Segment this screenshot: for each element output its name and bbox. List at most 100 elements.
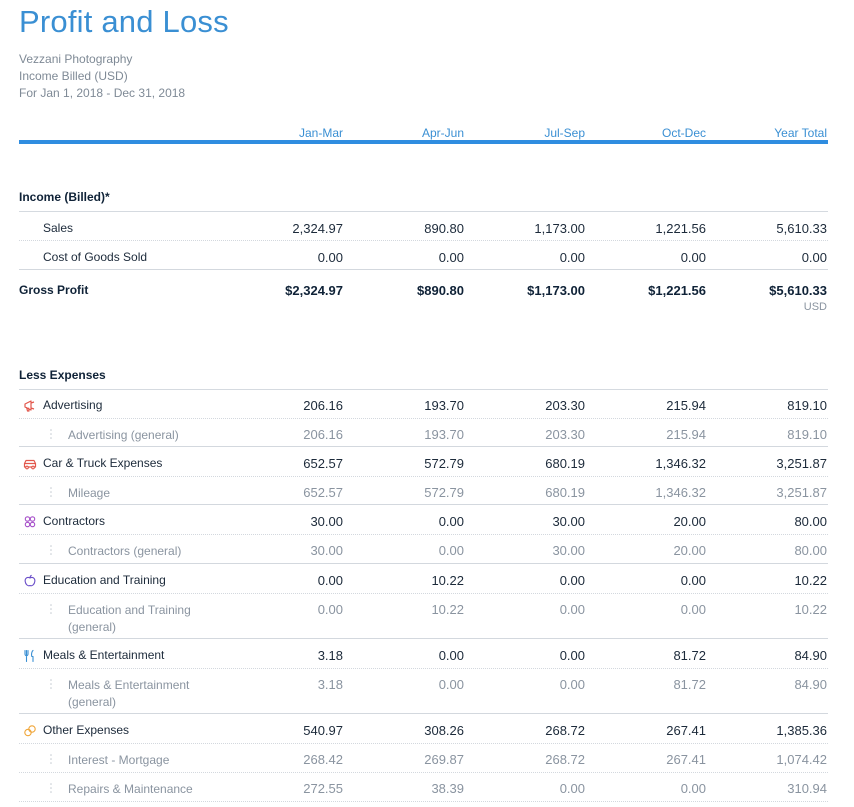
row-label: Contractors [43,514,106,528]
row-label: Meals & Entertainment (general) [68,677,189,711]
cell-q2: 38.39 [431,781,464,796]
cell-q2: 0.00 [438,543,464,558]
row-divider [19,638,828,639]
cell-q3: 680.19 [545,456,585,471]
cell-q4: 0.00 [680,781,706,796]
row-label: Advertising (general) [68,428,179,442]
report-period: For Jan 1, 2018 - Dec 31, 2018 [19,86,186,100]
cell-q2: 0.00 [438,514,464,529]
cell-q2: 10.22 [431,573,464,588]
cell-q4: $1,221.56 [648,283,706,298]
row-label: Sales [43,221,74,235]
cell-q1: 206.16 [303,427,343,442]
cell-q2: 890.80 [424,221,464,236]
cell-q3: 0.00 [559,677,585,692]
cell-q2: 10.22 [431,602,464,617]
cell-q3: 203.30 [545,427,585,442]
cell-q2: 308.26 [424,723,464,738]
cell-q1: 0.00 [317,250,343,265]
header-divider [19,140,828,144]
column-header-q1[interactable]: Jan-Mar [298,126,343,140]
page-title: Profit and Loss [19,4,229,39]
row-divider [19,713,828,714]
row-divider [19,563,828,564]
cell-q4: 81.72 [673,677,706,692]
cell-q1: 30.00 [310,514,343,529]
fork-knife-icon [24,649,34,663]
drag-handle-icon [50,487,52,497]
cell-year-total: 0.00 [801,250,827,265]
cell-year-total: 10.22 [794,573,827,588]
cell-q2: 193.70 [424,398,464,413]
cell-year-total: 84.90 [794,677,827,692]
cell-year-total: 3,251.87 [776,456,827,471]
gross-profit-label: Gross Profit [19,283,89,297]
row-label: Interest - Mortgage [68,753,170,767]
column-header-q4[interactable]: Oct-Dec [661,126,706,140]
row-label: Repairs & Maintenance [68,782,193,796]
megaphone-icon [24,400,35,412]
drag-handle-icon [50,604,52,614]
cell-q3: 268.72 [545,723,585,738]
cell-q4: 20.00 [673,543,706,558]
cell-year-total: $5,610.33 [769,283,827,298]
cell-q3: 30.00 [552,543,585,558]
row-label: Contractors (general) [68,544,182,558]
cell-q1: 206.16 [303,398,343,413]
cell-q2: 0.00 [438,648,464,663]
column-header-q3[interactable]: Jul-Sep [544,126,585,140]
cell-year-total: 80.00 [794,543,827,558]
cell-q3: 0.00 [559,648,585,663]
cell-q4: 215.94 [666,427,706,442]
cell-q4: 20.00 [673,514,706,529]
cell-year-total: 1,385.36 [776,723,827,738]
cell-q4: 1,221.56 [655,221,706,236]
cell-q1: 540.97 [303,723,343,738]
row-divider [19,269,828,270]
row-divider [19,446,828,447]
cell-q3: 0.00 [559,250,585,265]
row-divider [19,240,828,241]
row-label: Education and Training [43,573,166,587]
cell-q3: $1,173.00 [527,283,585,298]
drag-handle-icon [50,429,52,439]
apple-icon [24,574,36,587]
cell-q2: 0.00 [438,677,464,692]
cell-q4: 1,346.32 [655,485,706,500]
row-divider [19,668,828,669]
cell-q1: $2,324.97 [285,283,343,298]
row-divider [19,593,828,594]
income-section-title: Income (Billed)* [19,190,110,204]
people-icon [24,516,36,528]
cell-q1: 268.42 [303,752,343,767]
cell-q2: $890.80 [417,283,464,298]
expenses-section-title: Less Expenses [19,368,106,382]
column-header-year-total[interactable]: Year Total [774,126,827,140]
cell-q3: 1,173.00 [534,221,585,236]
cell-q2: 193.70 [424,427,464,442]
drag-handle-icon [50,545,52,555]
cell-q3: 0.00 [559,573,585,588]
column-header-q2[interactable]: Apr-Jun [421,126,464,140]
cell-year-total: 1,074.42 [776,752,827,767]
drag-handle-icon [50,679,52,689]
cell-q4: 0.00 [680,573,706,588]
cell-q4: 1,346.32 [655,456,706,471]
row-label-line1: Meals & Entertainment [68,678,190,692]
row-divider [19,504,828,505]
section-divider [19,389,828,390]
drag-handle-icon [50,783,52,793]
cell-q4: 215.94 [666,398,706,413]
cell-q3: 0.00 [559,781,585,796]
row-label: Meals & Entertainment [43,648,165,662]
row-label-line2: (general) [68,620,117,634]
car-icon [23,459,37,470]
section-divider [19,211,828,212]
cell-q4: 0.00 [680,602,706,617]
cell-q2: 572.79 [424,456,464,471]
cell-q2: 0.00 [438,250,464,265]
cell-year-total: 819.10 [787,398,827,413]
row-label-line2: (general) [68,695,117,709]
cell-q3: 203.30 [545,398,585,413]
cell-q3: 30.00 [552,514,585,529]
